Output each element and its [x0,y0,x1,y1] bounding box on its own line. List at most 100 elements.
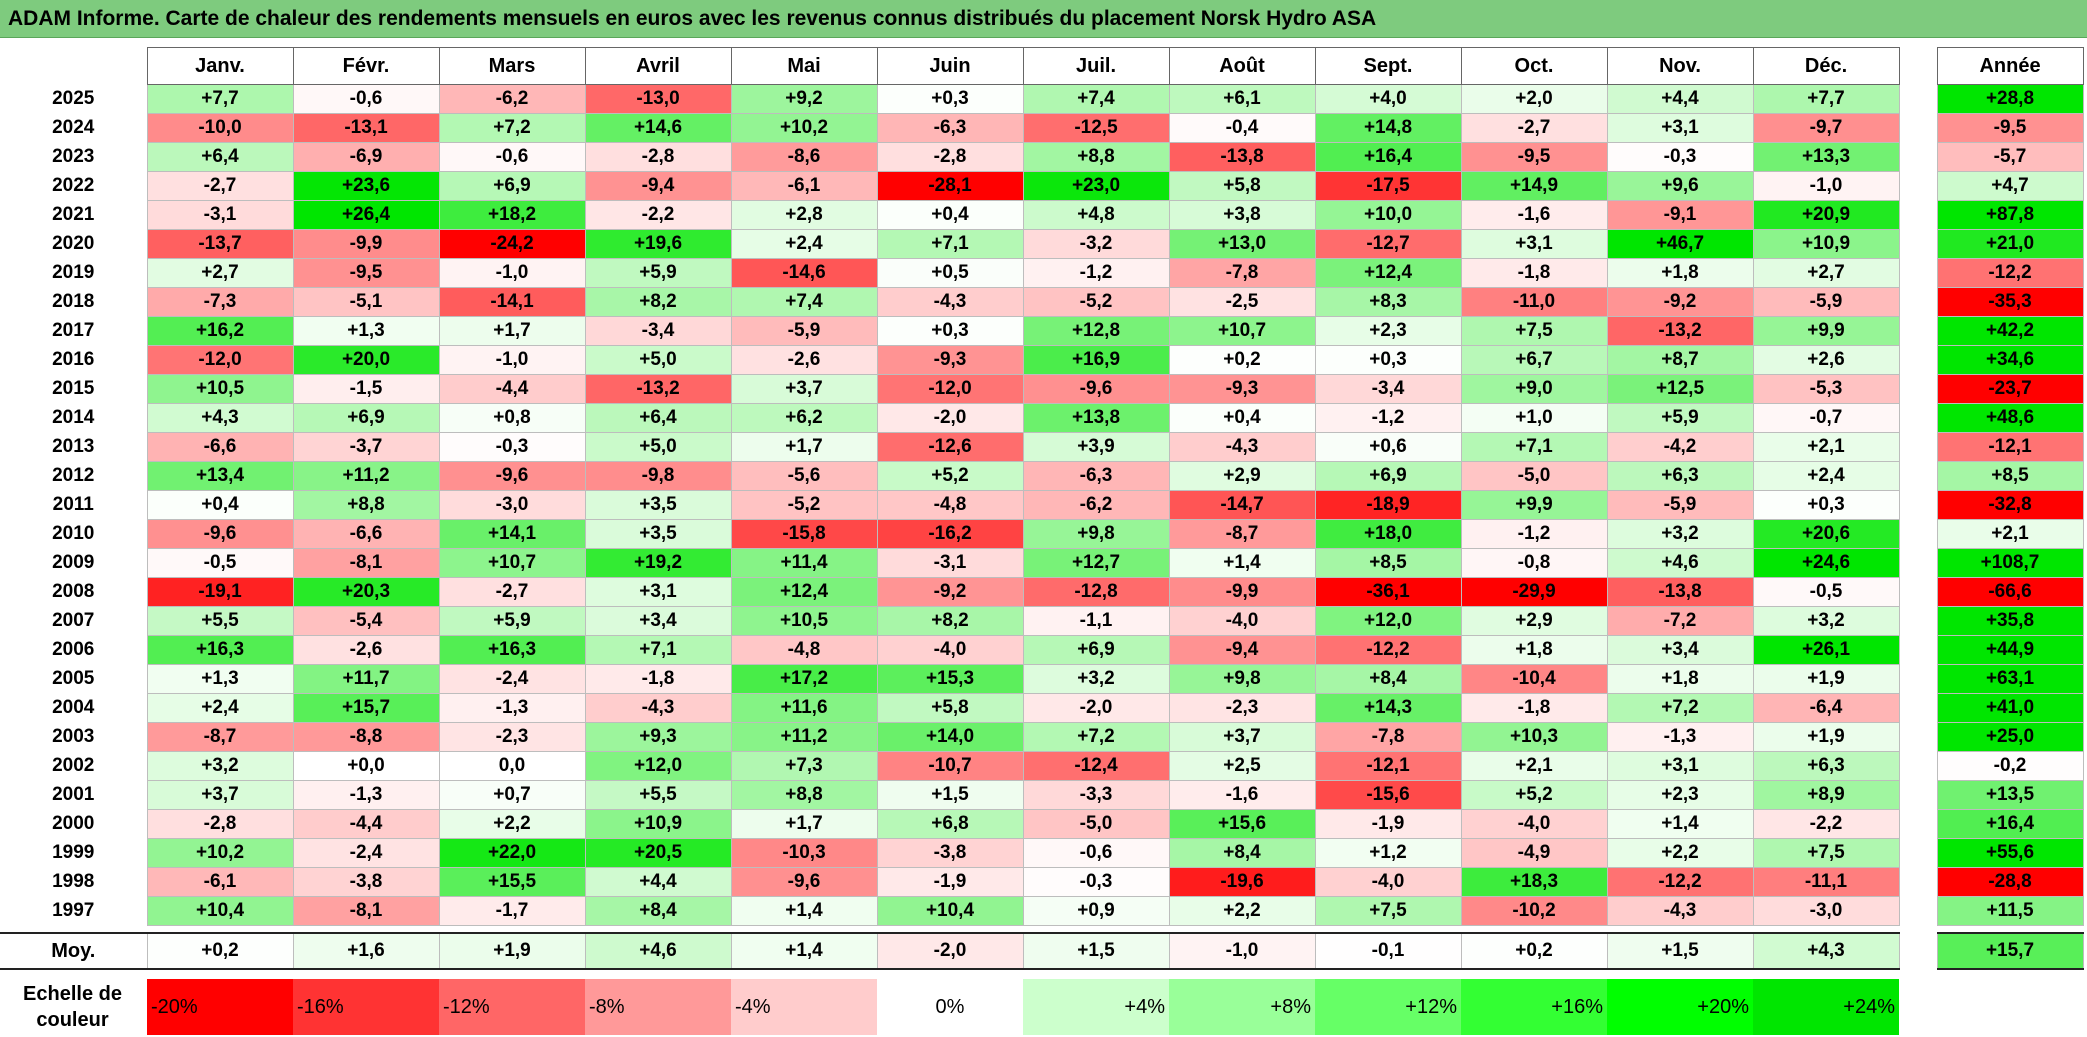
heatmap-cell: -3,4 [1314,374,1462,404]
heatmap-cell: -4,3 [584,693,732,723]
heatmap-cell: -17,5 [1314,171,1462,201]
heatmap-cell: -2,8 [146,809,294,839]
heatmap-cell: +4,8 [1022,200,1170,230]
heatmap-cell: -11,0 [1460,287,1608,317]
heatmap-cell: +1,8 [1460,635,1608,665]
column-gap [1899,287,1937,317]
year-label: 2022 [52,175,95,196]
heatmap-cell: +9,6 [1606,171,1754,201]
heatmap-cell: -9,4 [584,171,732,201]
column-gap [1899,490,1937,520]
heatmap-cell: -4,3 [876,287,1024,317]
heatmap-cell: -2,7 [146,171,294,201]
heatmap-cell: -3,8 [876,838,1024,868]
heatmap-cell: -10,3 [730,838,878,868]
heatmap-cell: -1,8 [584,664,732,694]
column-gap [1899,838,1937,868]
heatmap-cell: -3,7 [292,432,440,462]
heatmap-cell: +7,5 [1314,896,1462,926]
column-gap [1899,867,1937,897]
year-label: 2006 [52,639,95,660]
heatmap-cell: +2,3 [1606,780,1754,810]
heatmap-cell: +23,6 [292,171,440,201]
heatmap-cell: -9,4 [1168,635,1316,665]
heatmap-cell: -12,5 [1022,113,1170,143]
month-header: Févr. [292,47,440,85]
heatmap-cell: +10,7 [1168,316,1316,346]
heatmap-cell: +5,2 [1460,780,1608,810]
annual-cell: -12,2 [1936,258,2084,288]
color-scale-stop: +20% [1607,979,1753,1035]
heatmap-cell: -4,0 [876,635,1024,665]
year-row: 1997 +10,4 -8,1 -1,7 +8,4 +1,4 +10,4 +0,9 +2,2 +7… [0,896,2084,926]
heatmap-cell: +4,3 [146,403,294,433]
heatmap-cell: -11,1 [1752,867,1900,897]
annual-cell: -9,5 [1936,113,2084,143]
year-row: 2018 -7,3 -5,1 -14,1 +8,2 +7,4 -4,3 -5,2 -2,5 +8,… [0,287,2084,317]
heatmap-cell: +8,2 [584,287,732,317]
heatmap-cell: -8,7 [146,722,294,752]
heatmap-cell: +2,9 [1460,606,1608,636]
annual-cell: -23,7 [1936,374,2084,404]
heatmap-cell: +5,5 [584,780,732,810]
heatmap-cell: -8,8 [292,722,440,752]
heatmap-cell: +7,3 [730,751,878,781]
month-header: Juin [876,47,1024,85]
heatmap-cell: -2,7 [438,577,586,607]
heatmap-cell: +9,9 [1460,490,1608,520]
heatmap-cell: -2,3 [438,722,586,752]
heatmap-cell: +0,6 [1314,432,1462,462]
heatmap-cell: +5,8 [876,693,1024,723]
year-label: 2008 [52,581,95,602]
column-gap [1899,229,1937,259]
heatmap-cell: +46,7 [1606,229,1754,259]
column-gap [1899,316,1937,346]
year-label: 2012 [52,465,95,486]
heatmap-cell: -0,7 [1752,403,1900,433]
heatmap-cell: +2,5 [1168,751,1316,781]
heatmap-cell: +5,5 [146,606,294,636]
heatmap-cell: -24,2 [438,229,586,259]
heatmap-cell: +2,8 [730,200,878,230]
year-row: 2005 +1,3 +11,7 -2,4 -1,8 +17,2 +15,3 +3,2 +9,8 +… [0,664,2084,694]
heatmap-cell: +4,4 [584,867,732,897]
year-label: 2002 [52,755,95,776]
average-cell: -2,0 [876,932,1024,970]
annual-cell: +4,7 [1936,171,2084,201]
heatmap-cell: +9,9 [1752,316,1900,346]
average-cell: -1,0 [1168,932,1316,970]
heatmap-cell: -0,6 [292,84,440,114]
year-row: 2003 -8,7 -8,8 -2,3 +9,3 +11,2 +14,0 +7,2 +3,7 -7… [0,722,2084,752]
heatmap-cell: -0,4 [1168,113,1316,143]
heatmap-cell: -12,2 [1606,867,1754,897]
spacer-cell [293,926,439,934]
heatmap-cell: +17,2 [730,664,878,694]
column-gap [1899,84,1937,114]
month-header: Août [1168,47,1316,85]
heatmap-cell: +11,7 [292,664,440,694]
heatmap-cell: +10,2 [730,113,878,143]
heatmap-cell: -3,3 [1022,780,1170,810]
year-row: 2012 +13,4 +11,2 -9,6 -9,8 -5,6 +5,2 -6,3 +2,9 +6… [0,461,2084,491]
heatmap-cell: +5,9 [1606,403,1754,433]
heatmap-cell: -0,5 [1752,577,1900,607]
color-scale-stop: +24% [1753,979,1899,1035]
heatmap-cell: -5,6 [730,461,878,491]
heatmap-cell: -9,6 [438,461,586,491]
heatmap-cell: -1,3 [292,780,440,810]
heatmap-cell: -5,9 [1752,287,1900,317]
heatmap-cell: -9,8 [584,461,732,491]
heatmap-cell: +3,1 [1606,751,1754,781]
heatmap-cell: +5,9 [584,258,732,288]
heatmap-cell: +3,2 [1606,519,1754,549]
heatmap-cell: +6,9 [1022,635,1170,665]
heatmap-cell: -12,6 [876,432,1024,462]
heatmap-cell: +7,4 [730,287,878,317]
heatmap-cell: +8,2 [876,606,1024,636]
heatmap-cell: -0,6 [1022,838,1170,868]
color-scale-label-line1: Echelle de [23,983,122,1005]
heatmap-cell: -3,1 [876,548,1024,578]
heatmap-cell: +13,3 [1752,142,1900,172]
heatmap-cell: +12,0 [584,751,732,781]
heatmap-cell: +7,4 [1022,84,1170,114]
